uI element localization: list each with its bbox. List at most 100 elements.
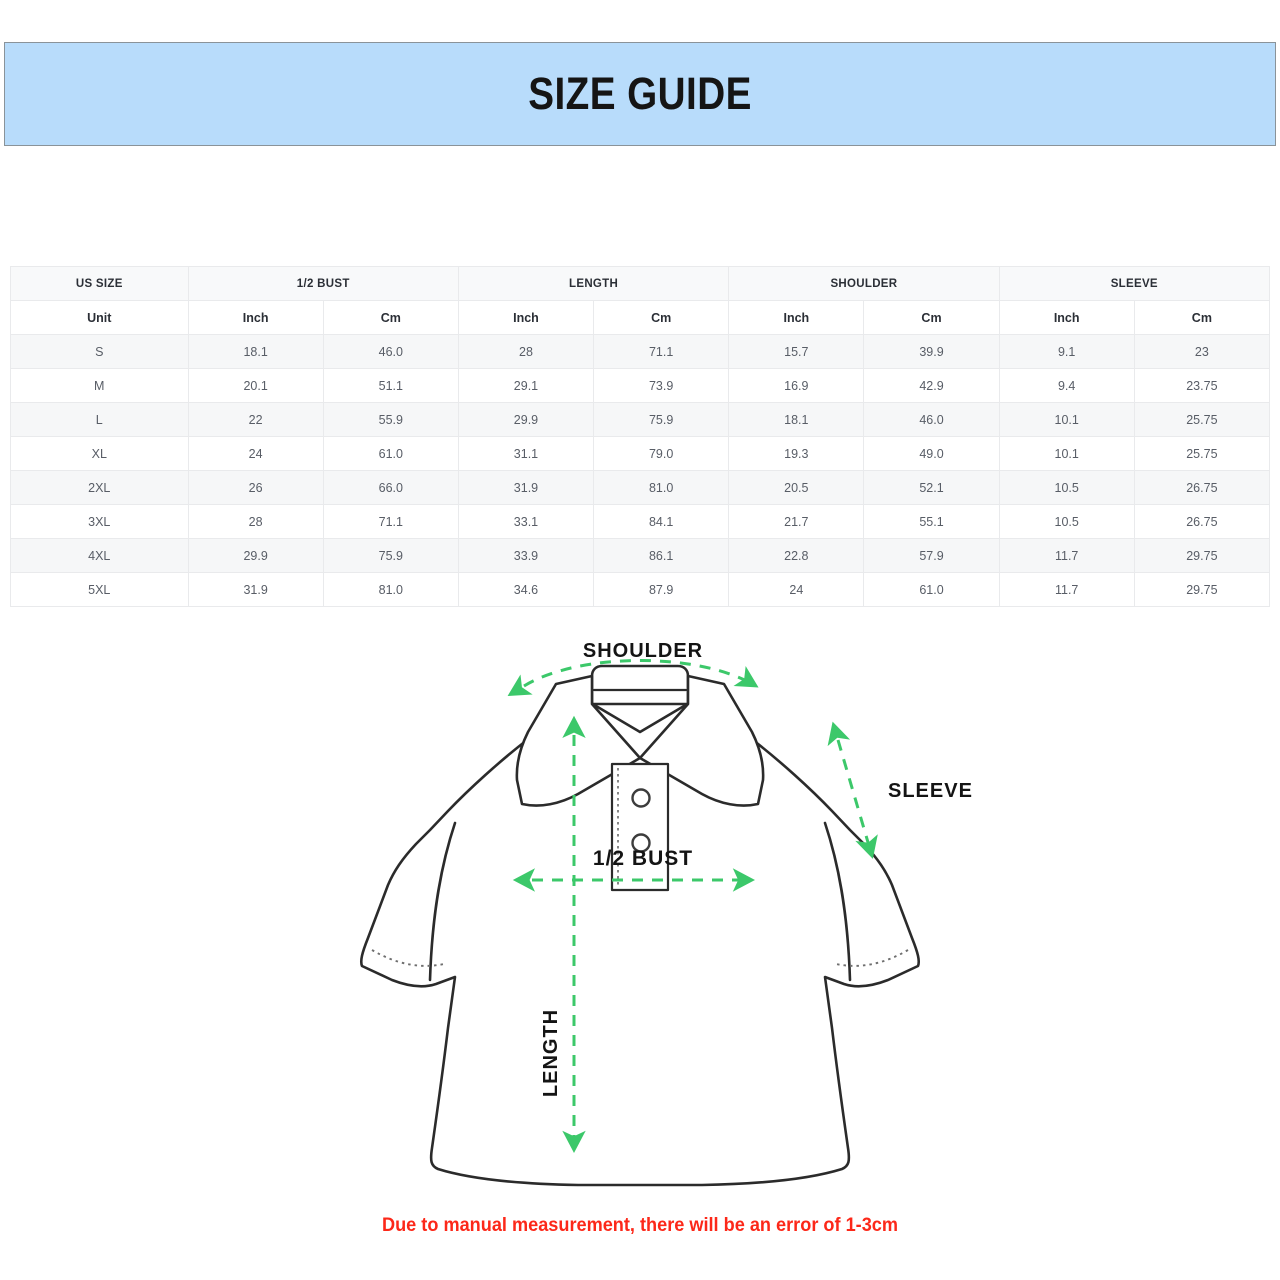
cell-bust-inch: 20.1 [187,368,324,403]
polo-shirt-measurement-diagram: SHOULDER SLEEVE 1/2 BUST LENGTH [0,628,1280,1208]
unit-header-shoulder-inch: Inch [728,300,865,335]
cell-length-inch: 29.9 [457,402,595,437]
cell-shoulder-cm: 61.0 [863,572,1000,607]
table-row: XL 24 61.0 31.1 79.0 19.3 49.0 10.1 25.7… [10,436,1271,471]
cell-shoulder-cm: 46.0 [863,402,1000,437]
cell-length-cm: 81.0 [593,470,730,505]
cell-length-cm: 73.9 [593,368,730,403]
group-header-us-size: US SIZE [10,266,189,301]
group-header-bust: 1/2 BUST [187,266,459,301]
table-row: S 18.1 46.0 28 71.1 15.7 39.9 9.1 23 [10,334,1271,369]
cell-bust-cm: 46.0 [322,334,459,369]
cell-length-inch: 28 [457,334,595,369]
cell-sleeve-inch: 9.1 [998,334,1135,369]
cell-size: 4XL [10,538,189,573]
cell-shoulder-inch: 24 [728,572,865,607]
cell-shoulder-cm: 55.1 [863,504,1000,539]
table-row: 4XL 29.9 75.9 33.9 86.1 22.8 57.9 11.7 2… [10,538,1271,573]
cell-size: XL [10,436,189,471]
button-top [631,788,651,808]
cell-bust-cm: 71.1 [322,504,459,539]
cell-shoulder-inch: 22.8 [728,538,865,573]
cell-sleeve-cm: 25.75 [1133,436,1271,471]
unit-header-bust-cm: Cm [322,300,459,335]
cell-length-inch: 33.1 [457,504,595,539]
cell-shoulder-inch: 18.1 [728,402,865,437]
right-sleeve-hem-stitch [835,949,909,967]
cell-length-inch: 34.6 [457,572,595,607]
shoulder-arrow [507,659,759,696]
cell-bust-cm: 81.0 [322,572,459,607]
cell-bust-cm: 75.9 [322,538,459,573]
cell-sleeve-cm: 26.75 [1133,470,1271,505]
cell-length-cm: 87.9 [593,572,730,607]
group-header-row: US SIZE 1/2 BUST LENGTH SHOULDER SLEEVE [10,266,1271,301]
cell-bust-cm: 55.9 [322,402,459,437]
cell-length-cm: 75.9 [593,402,730,437]
unit-header-shoulder-cm: Cm [863,300,1000,335]
cell-size: 3XL [10,504,189,539]
table-row: L 22 55.9 29.9 75.9 18.1 46.0 10.1 25.75 [10,402,1271,437]
cell-bust-inch: 18.1 [187,334,324,369]
cell-shoulder-inch: 15.7 [728,334,865,369]
table-row: 3XL 28 71.1 33.1 84.1 21.7 55.1 10.5 26.… [10,504,1271,539]
table-row: 5XL 31.9 81.0 34.6 87.9 24 61.0 11.7 29.… [10,572,1271,607]
cell-sleeve-cm: 26.75 [1133,504,1271,539]
cell-length-cm: 86.1 [593,538,730,573]
size-chart-table: US SIZE 1/2 BUST LENGTH SHOULDER SLEEVE … [10,266,1271,607]
cell-shoulder-cm: 42.9 [863,368,1000,403]
label-sleeve: SLEEVE [888,780,973,802]
size-table-container: US SIZE 1/2 BUST LENGTH SHOULDER SLEEVE … [10,266,1271,607]
cell-size: L [10,402,189,437]
size-table-body: S 18.1 46.0 28 71.1 15.7 39.9 9.1 23 M 2… [10,334,1271,607]
cell-shoulder-cm: 52.1 [863,470,1000,505]
unit-header-length-inch: Inch [457,300,595,335]
cell-sleeve-cm: 23.75 [1133,368,1271,403]
group-header-shoulder: SHOULDER [728,266,1000,301]
size-guide-banner: SIZE GUIDE [4,42,1276,146]
cell-shoulder-cm: 57.9 [863,538,1000,573]
table-row: 2XL 26 66.0 31.9 81.0 20.5 52.1 10.5 26.… [10,470,1271,505]
cell-shoulder-cm: 39.9 [863,334,1000,369]
unit-header-row: Unit Inch Cm Inch Cm Inch Cm Inch Cm [10,300,1271,335]
cell-length-inch: 31.9 [457,470,595,505]
cell-sleeve-inch: 10.1 [998,402,1135,437]
measurement-arrows [507,659,878,1153]
cell-shoulder-inch: 20.5 [728,470,865,505]
measurement-disclaimer: Due to manual measurement, there will be… [381,1214,898,1236]
cell-shoulder-cm: 49.0 [863,436,1000,471]
unit-header-bust-inch: Inch [187,300,324,335]
cell-bust-inch: 24 [187,436,324,471]
cell-shoulder-inch: 19.3 [728,436,865,471]
sleeve-arrow [827,721,878,859]
cell-size: 5XL [10,572,189,607]
shirt-outline [359,664,921,1187]
cell-sleeve-cm: 25.75 [1133,402,1271,437]
label-length: LENGTH [540,1009,562,1097]
unit-header-length-cm: Cm [593,300,730,335]
cell-sleeve-inch: 11.7 [998,572,1135,607]
cell-size: S [10,334,189,369]
cell-bust-inch: 26 [187,470,324,505]
group-header-length: LENGTH [457,266,730,301]
cell-bust-inch: 22 [187,402,324,437]
cell-sleeve-inch: 9.4 [998,368,1135,403]
cell-bust-inch: 29.9 [187,538,324,573]
cell-sleeve-cm: 23 [1133,334,1271,369]
cell-length-inch: 29.1 [457,368,595,403]
cell-bust-cm: 51.1 [322,368,459,403]
unit-header-unit: Unit [10,300,189,335]
cell-length-cm: 79.0 [593,436,730,471]
cell-length-cm: 71.1 [593,334,730,369]
cell-sleeve-inch: 10.5 [998,504,1135,539]
page-title: SIZE GUIDE [528,68,752,119]
cell-length-inch: 33.9 [457,538,595,573]
cell-sleeve-inch: 10.1 [998,436,1135,471]
label-shoulder: SHOULDER [583,640,703,662]
cell-bust-cm: 61.0 [322,436,459,471]
cell-bust-cm: 66.0 [322,470,459,505]
cell-size: M [10,368,189,403]
cell-length-inch: 31.1 [457,436,595,471]
group-header-sleeve: SLEEVE [998,266,1271,301]
cell-shoulder-inch: 21.7 [728,504,865,539]
